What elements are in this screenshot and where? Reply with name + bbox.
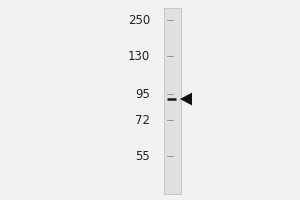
Text: 250: 250 xyxy=(128,14,150,26)
Polygon shape xyxy=(180,93,192,105)
Text: 55: 55 xyxy=(135,150,150,162)
Text: 72: 72 xyxy=(135,114,150,127)
Bar xyxy=(164,8,181,194)
Text: 130: 130 xyxy=(128,49,150,62)
Text: 95: 95 xyxy=(135,88,150,100)
